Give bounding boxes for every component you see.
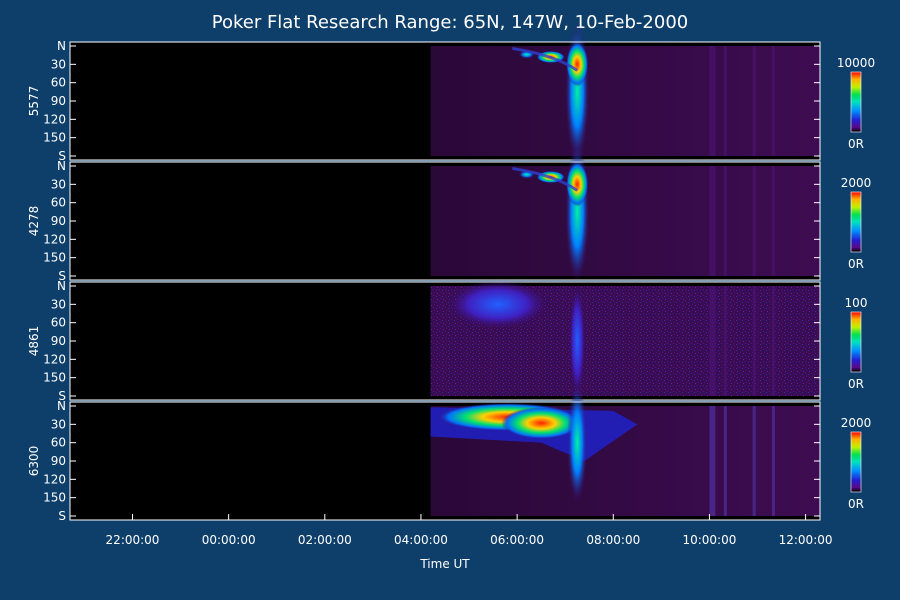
y-tick-label: 90 <box>51 214 66 228</box>
data-region <box>430 46 820 156</box>
y-tick-label: 120 <box>43 472 66 486</box>
y-tick-label: N <box>57 279 66 293</box>
x-tick-label: 00:00:00 <box>202 533 256 547</box>
streak <box>752 46 756 156</box>
streak <box>771 46 775 156</box>
y-tick-label: S <box>58 389 66 403</box>
colorbar-min-label: 0R <box>848 137 864 151</box>
emission-band <box>566 162 589 207</box>
colorbar <box>850 311 862 373</box>
colorbar-min-label: 0R <box>848 377 864 391</box>
streak <box>771 286 775 396</box>
chart-title: Poker Flat Research Range: 65N, 147W, 10… <box>212 12 688 33</box>
y-tick-label: 120 <box>43 112 66 126</box>
streak <box>709 166 716 276</box>
y-tick-label: N <box>57 39 66 53</box>
emission-band <box>567 382 588 503</box>
y-tick-label: S <box>58 269 66 283</box>
streak <box>771 166 775 276</box>
y-tick-label: 30 <box>51 417 66 431</box>
colorbar-max-label: 2000 <box>841 176 872 190</box>
y-tick-label: 150 <box>43 251 66 265</box>
streak <box>723 286 727 396</box>
y-tick-label: 150 <box>43 371 66 385</box>
x-tick-label: 02:00:00 <box>298 533 352 547</box>
streak <box>709 406 716 516</box>
x-tick-label: 04:00:00 <box>394 533 448 547</box>
streak <box>709 286 716 396</box>
emission-band <box>569 286 586 396</box>
y-tick-label: N <box>57 399 66 413</box>
y-tick-label: 150 <box>43 131 66 145</box>
colorbar <box>850 191 862 253</box>
keogram-panels: N 30 60 90 120 150 S 5577 10000 0R N 30 60 90 120 150 S 4… <box>27 21 875 523</box>
y-tick-label: N <box>57 159 66 173</box>
panel-label: 6300 <box>27 446 41 477</box>
streak <box>723 46 727 156</box>
y-tick-label: 60 <box>51 316 66 330</box>
emission-band <box>512 166 579 192</box>
panel-6300: N 30 60 90 120 150 S 6300 2000 0R <box>27 382 872 523</box>
streak <box>752 286 756 396</box>
streak <box>752 166 756 276</box>
panel-4861: N 30 60 90 120 150 S 4861 100 0R <box>27 279 867 403</box>
panel-label: 5577 <box>27 86 41 117</box>
emission-band <box>501 407 582 440</box>
y-tick-label: 30 <box>51 297 66 311</box>
colorbar-max-label: 10000 <box>837 56 875 70</box>
panel-4278: N 30 60 90 120 150 S 4278 2000 0R <box>27 141 872 283</box>
y-tick-label: 90 <box>51 334 66 348</box>
x-tick-label: 06:00:00 <box>490 533 544 547</box>
colorbar-max-label: 2000 <box>841 416 872 430</box>
x-tick-label: 12:00:00 <box>779 533 833 547</box>
emission-band <box>566 42 589 87</box>
panel-5577: N 30 60 90 120 150 S 5577 10000 0R <box>27 21 875 163</box>
y-tick-label: 30 <box>51 177 66 191</box>
x-axis-label: Time UT <box>419 557 470 571</box>
colorbar-min-label: 0R <box>848 257 864 271</box>
emission-band <box>512 46 579 72</box>
x-tick-label: 08:00:00 <box>586 533 640 547</box>
streak <box>709 46 716 156</box>
colorbar-min-label: 0R <box>848 497 864 511</box>
colorbar <box>850 431 862 493</box>
y-tick-label: 90 <box>51 94 66 108</box>
panel-label: 4278 <box>27 206 41 237</box>
streak <box>771 406 775 516</box>
y-tick-label: 60 <box>51 196 66 210</box>
x-tick-label: 22:00:00 <box>106 533 160 547</box>
emission-band <box>447 280 548 329</box>
x-axis: 22:00:00 00:00:00 02:00:00 04:00:00 06:00:00… <box>106 514 833 547</box>
streak <box>723 166 727 276</box>
panel-label: 4861 <box>27 326 41 357</box>
y-tick-label: 60 <box>51 76 66 90</box>
y-tick-label: S <box>58 509 66 523</box>
colorbar-max-label: 100 <box>845 296 868 310</box>
y-tick-label: S <box>58 149 66 163</box>
data-region <box>430 166 820 276</box>
streak <box>752 406 756 516</box>
colorbar <box>850 71 862 133</box>
streak <box>723 406 727 516</box>
y-tick-label: 150 <box>43 491 66 505</box>
y-tick-label: 120 <box>43 232 66 246</box>
y-tick-label: 30 <box>51 57 66 71</box>
x-tick-label: 10:00:00 <box>682 533 736 547</box>
y-tick-label: 60 <box>51 436 66 450</box>
y-tick-label: 120 <box>43 352 66 366</box>
y-tick-label: 90 <box>51 454 66 468</box>
